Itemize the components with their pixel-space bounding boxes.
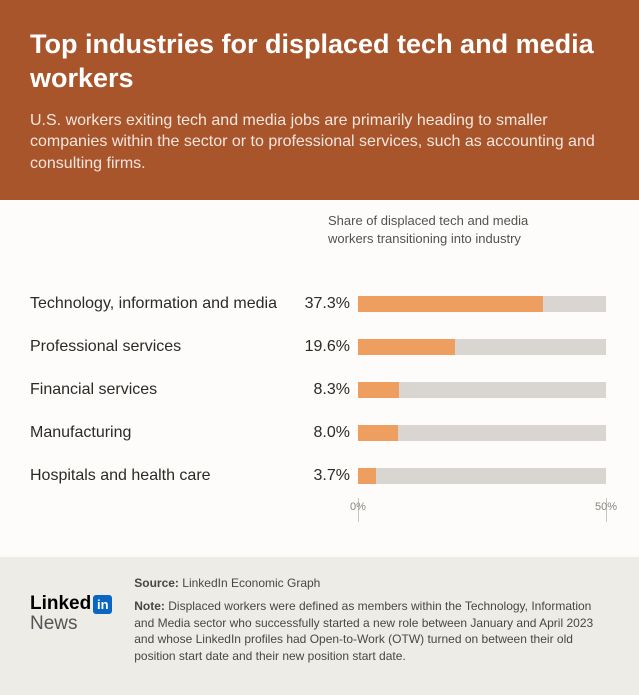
bar-fill — [358, 468, 376, 484]
row-label: Technology, information and media — [30, 295, 300, 313]
bar-fill — [358, 296, 543, 312]
bar-track — [358, 425, 606, 441]
bar-row: Financial services8.3% — [30, 368, 609, 411]
bar-fill — [358, 382, 399, 398]
footer-notes: Source: LinkedIn Economic Graph Note: Di… — [134, 575, 609, 671]
row-label: Hospitals and health care — [30, 467, 300, 485]
bar-row: Hospitals and health care3.7% — [30, 454, 609, 497]
footer: Linked in News Source: LinkedIn Economic… — [0, 557, 639, 695]
infographic-card: Top industries for displaced tech and me… — [0, 0, 639, 695]
chart-area: Share of displaced tech and media worker… — [0, 200, 639, 557]
row-label: Financial services — [30, 381, 300, 399]
bar-row: Technology, information and media37.3% — [30, 282, 609, 325]
logo-brand-text: Linked — [30, 593, 91, 615]
chart-caption: Share of displaced tech and media worker… — [328, 212, 576, 247]
row-label: Manufacturing — [30, 424, 300, 442]
source-text: LinkedIn Economic Graph — [182, 576, 320, 590]
bar-track — [358, 296, 606, 312]
bar-track — [358, 382, 606, 398]
note-line: Note: Displaced workers were defined as … — [134, 598, 609, 665]
bar-track — [358, 468, 606, 484]
axis-tick-label: 0% — [350, 501, 366, 513]
bar-row: Manufacturing8.0% — [30, 411, 609, 454]
subtitle: U.S. workers exiting tech and media jobs… — [30, 110, 609, 175]
axis-tick-label: 50% — [595, 501, 617, 513]
linkedin-news-logo: Linked in News — [30, 575, 112, 635]
note-text: Displaced workers were defined as member… — [134, 599, 593, 663]
bar-fill — [358, 339, 455, 355]
header: Top industries for displaced tech and me… — [0, 0, 639, 200]
source-line: Source: LinkedIn Economic Graph — [134, 575, 609, 592]
row-value: 3.7% — [300, 467, 358, 485]
bar-row: Professional services19.6% — [30, 325, 609, 368]
row-label: Professional services — [30, 338, 300, 356]
x-axis: 0%50% — [358, 501, 606, 519]
logo-top-row: Linked in — [30, 593, 112, 615]
note-label: Note: — [134, 599, 165, 613]
bar-track — [358, 339, 606, 355]
source-label: Source: — [134, 576, 179, 590]
bar-rows: Technology, information and media37.3%Pr… — [30, 210, 609, 497]
logo-in-badge: in — [93, 595, 112, 614]
bar-fill — [358, 425, 398, 441]
row-value: 19.6% — [300, 338, 358, 356]
row-value: 8.0% — [300, 424, 358, 442]
logo-subtext: News — [30, 613, 112, 635]
title: Top industries for displaced tech and me… — [30, 28, 609, 96]
row-value: 8.3% — [300, 381, 358, 399]
row-value: 37.3% — [300, 295, 358, 313]
